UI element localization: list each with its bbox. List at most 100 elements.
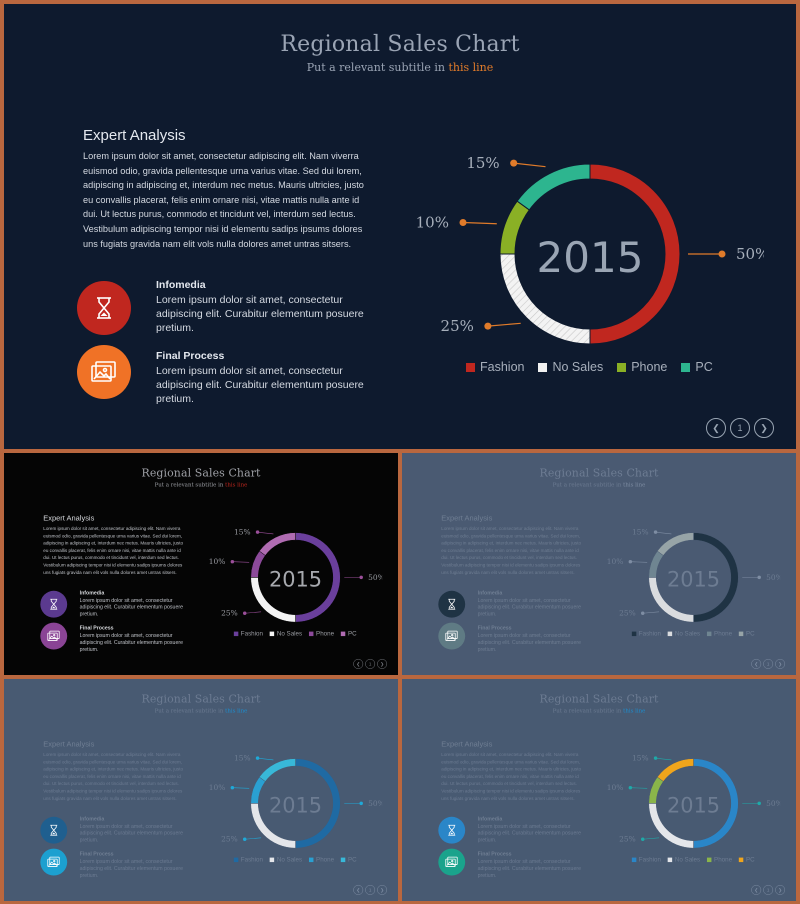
callout-dot <box>640 611 645 615</box>
page-number[interactable]: 1 <box>763 658 774 669</box>
data-label: 10% <box>607 783 624 792</box>
data-label: 15% <box>632 528 649 537</box>
donut-segment-pc <box>258 532 296 556</box>
callout-line <box>232 787 250 789</box>
subtitle-text: Put a relevant subtitle in <box>154 481 226 488</box>
subtitle-link[interactable]: this line <box>225 707 248 714</box>
legend-swatch <box>707 631 712 636</box>
chevron-left-icon[interactable]: ❮ <box>353 658 364 669</box>
legend-item: Fashion <box>631 856 661 863</box>
image-icon <box>77 345 131 399</box>
callout-line <box>630 787 648 789</box>
data-label: 50% <box>368 573 382 582</box>
chevron-left-icon[interactable]: ❮ <box>353 884 364 895</box>
data-label: 50% <box>766 799 780 808</box>
slide-title: Regional Sales Chart <box>141 692 261 706</box>
legend-swatch <box>631 857 637 862</box>
callout-line <box>244 611 262 614</box>
page-number[interactable]: 1 <box>763 884 774 895</box>
callout-dot <box>628 785 633 790</box>
donut-chart: 50% 25% 10% 15% 2015 <box>209 754 382 849</box>
legend-label: PC <box>745 630 755 638</box>
feature-description: Lorem ipsum dolor sit amet, consectetur … <box>79 632 183 653</box>
feature-title: Infomedia <box>79 815 105 822</box>
legend-swatch <box>631 631 637 636</box>
legend-item: No Sales <box>667 856 701 864</box>
slide-variant-slate: Regional Sales Chart Put a relevant subt… <box>402 453 796 675</box>
legend-item: Phone <box>617 360 667 374</box>
legend-swatch <box>340 857 346 862</box>
callout-dot <box>230 559 235 564</box>
callout-line <box>513 162 546 168</box>
callout-dot <box>640 837 645 841</box>
chevron-right-icon[interactable]: ❯ <box>754 418 774 438</box>
pager: ❮ 1 ❯ <box>751 884 786 895</box>
legend-item: Phone <box>309 856 334 863</box>
legend-label: Fashion <box>638 630 661 638</box>
legend-swatch <box>269 631 275 636</box>
slide-subtitle: Put a relevant subtitle in this line <box>4 481 398 487</box>
chevron-right-icon[interactable]: ❯ <box>377 658 388 669</box>
feature-description: Lorem ipsum dolor sit amet, consectetur … <box>156 365 364 405</box>
chevron-left-icon[interactable]: ❮ <box>751 884 762 895</box>
slide-variant-blue: Regional Sales Chart Put a relevant subt… <box>4 679 398 901</box>
slide-title: Regional Sales Chart <box>539 692 659 706</box>
legend-swatch <box>681 362 691 372</box>
callout-line <box>630 561 648 563</box>
analysis-body: Lorem ipsum dolor sit amet, consectetur … <box>43 752 184 801</box>
analysis-body: Lorem ipsum dolor sit amet, consectetur … <box>441 526 582 575</box>
chevron-right-icon[interactable]: ❯ <box>775 884 786 895</box>
slide-subtitle: Put a relevant subtitle in this line <box>402 481 796 487</box>
subtitle-link[interactable]: this line <box>225 481 248 488</box>
subtitle-link[interactable]: this line <box>623 707 646 714</box>
legend-swatch <box>707 857 712 862</box>
legend-swatch <box>466 362 475 372</box>
page-number[interactable]: 1 <box>730 418 750 438</box>
chevron-right-icon[interactable]: ❯ <box>775 658 786 669</box>
callout-line <box>642 611 660 614</box>
legend-swatch <box>738 857 744 862</box>
page-number[interactable]: 1 <box>365 884 376 895</box>
data-label: 15% <box>466 154 499 172</box>
data-label: 25% <box>221 835 238 844</box>
subtitle-text: Put a relevant subtitle in <box>154 707 226 714</box>
analysis-heading: Expert Analysis <box>83 127 186 144</box>
feature-description: Lorem ipsum dolor sit amet, consectetur … <box>477 823 581 844</box>
subtitle-link[interactable]: this line <box>448 61 494 74</box>
feature-description: Lorem ipsum dolor sit amet, consectetur … <box>79 823 183 844</box>
page-number[interactable]: 1 <box>365 658 376 669</box>
legend-label: Phone <box>631 360 668 374</box>
analysis-heading: Expert Analysis <box>441 740 493 749</box>
chevron-right-icon[interactable]: ❯ <box>377 884 388 895</box>
legend-label: No Sales <box>674 856 701 864</box>
callout-line <box>257 531 274 535</box>
callout-dot <box>510 159 518 167</box>
chevron-left-icon[interactable]: ❮ <box>706 418 726 438</box>
callout-line <box>655 531 672 535</box>
chevron-left-icon[interactable]: ❮ <box>751 658 762 669</box>
data-label: 50% <box>766 573 780 582</box>
donut-segment-phone <box>499 200 531 255</box>
data-label: 15% <box>632 754 649 763</box>
analysis-heading: Expert Analysis <box>43 514 95 523</box>
legend-swatch <box>233 631 239 636</box>
slide-subtitle: Put a relevant subtitle in this line <box>4 61 796 74</box>
callout-dot <box>242 837 247 841</box>
hourglass-icon <box>438 590 466 618</box>
donut-segment-pc <box>258 758 296 782</box>
legend-item: PC <box>681 360 713 374</box>
legend-item: PC <box>738 856 755 863</box>
chart-legend: Fashion No Sales Phone PC <box>233 630 357 637</box>
feature-title: Infomedia <box>477 815 503 822</box>
legend-label: Phone <box>714 630 733 638</box>
legend-swatch <box>667 631 673 636</box>
callout-dot <box>653 530 658 534</box>
callout-line <box>642 837 660 840</box>
slide-title: Regional Sales Chart <box>280 32 520 57</box>
data-label: 10% <box>607 557 624 566</box>
legend-item: Phone <box>707 856 732 863</box>
legend-label: Fashion <box>240 856 263 864</box>
callout-dot <box>653 756 658 760</box>
subtitle-link[interactable]: this line <box>623 481 646 488</box>
legend-label: Phone <box>316 856 335 864</box>
